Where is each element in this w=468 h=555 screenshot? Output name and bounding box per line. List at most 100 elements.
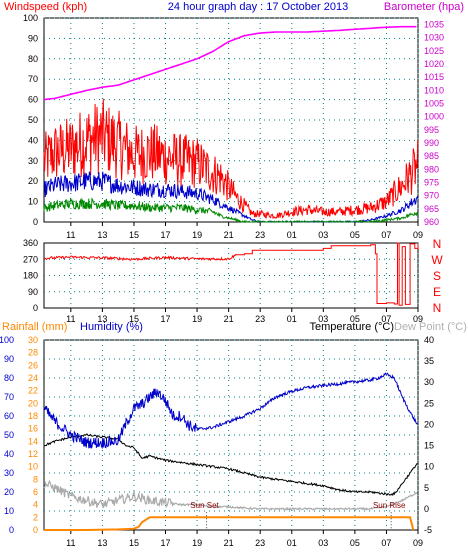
compass-label: E bbox=[433, 285, 441, 299]
wind-axis-tick-label: 10 bbox=[28, 197, 38, 207]
wind-axis-tick-label: 70 bbox=[28, 74, 38, 84]
x-tick-label: 21 bbox=[224, 314, 234, 324]
wind-axis-tick-label: 20 bbox=[28, 176, 38, 186]
x-tick-label: 07 bbox=[381, 230, 391, 240]
wind-axis-tick-label: 0 bbox=[33, 217, 38, 227]
x-tick-label: 11 bbox=[66, 314, 75, 324]
humidity-axis-tick-label: 90 bbox=[4, 354, 14, 364]
rainfall-axis-tick-label: 12 bbox=[28, 449, 38, 459]
compass-label: N bbox=[433, 301, 442, 315]
x-tick-label: 09 bbox=[413, 538, 423, 548]
wind-axis-tick-label: 80 bbox=[28, 54, 38, 64]
x-tick-label: 09 bbox=[413, 314, 423, 324]
temperature-axis-tick-label: 5 bbox=[424, 483, 429, 493]
baro-axis-tick-label: 1030 bbox=[424, 33, 444, 43]
x-tick-label: 01 bbox=[287, 230, 297, 240]
x-tick-label: 19 bbox=[192, 538, 202, 548]
temperature-axis-tick-label: 20 bbox=[424, 419, 434, 429]
x-tick-label: 09 bbox=[413, 230, 423, 240]
rainfall-axis-tick-label: 24 bbox=[28, 373, 38, 383]
x-tick-label: 23 bbox=[255, 314, 265, 324]
rainfall-axis-tick-label: 8 bbox=[33, 474, 38, 484]
rainfall-axis-tick-label: 22 bbox=[28, 386, 38, 396]
x-tick-label: 05 bbox=[350, 314, 360, 324]
rainfall-axis-tick-label: 20 bbox=[28, 398, 38, 408]
x-tick-label: 15 bbox=[129, 230, 139, 240]
x-tick-label: 03 bbox=[318, 314, 328, 324]
x-tick-label: 17 bbox=[161, 538, 171, 548]
rainfall-axis-tick-label: 28 bbox=[28, 348, 38, 358]
humidity-axis-tick-label: 100 bbox=[0, 335, 14, 345]
humidity-axis-tick-label: 50 bbox=[4, 430, 14, 440]
wind-axis-tick-label: 90 bbox=[28, 33, 38, 43]
wind-axis-title: Windspeed (kph) bbox=[4, 1, 87, 13]
baro-axis-tick-label: 975 bbox=[424, 178, 439, 188]
humidity-axis-tick-label: 10 bbox=[4, 506, 14, 516]
x-tick-label: 07 bbox=[381, 538, 391, 548]
x-tick-label: 15 bbox=[129, 314, 139, 324]
baro-axis-tick-label: 1015 bbox=[424, 72, 444, 82]
x-tick-label: 21 bbox=[224, 230, 234, 240]
baro-axis-tick-label: 1000 bbox=[424, 112, 444, 122]
direction-axis-tick-label: 360 bbox=[23, 238, 38, 248]
rainfall-axis-tick-label: 16 bbox=[28, 424, 38, 434]
compass-label: N bbox=[433, 237, 442, 251]
x-tick-label: 11 bbox=[66, 230, 75, 240]
temperature-axis-tick-label: 15 bbox=[424, 441, 434, 451]
baro-axis-tick-label: 1020 bbox=[424, 59, 444, 69]
barometer-line bbox=[43, 25, 417, 101]
x-tick-label: 03 bbox=[318, 538, 328, 548]
rainfall-axis-tick-label: 2 bbox=[33, 512, 38, 522]
compass-label: S bbox=[433, 269, 441, 283]
humidity-line bbox=[43, 372, 418, 450]
direction-axis-tick-label: 0 bbox=[33, 303, 38, 313]
rainfall-axis-tick-label: 30 bbox=[28, 335, 38, 345]
sunrise-label: Sun Rise bbox=[373, 501, 406, 510]
rainfall-axis-tick-label: 0 bbox=[33, 525, 38, 535]
baro-axis-tick-label: 965 bbox=[424, 204, 439, 214]
baro-axis-tick-label: 970 bbox=[424, 191, 439, 201]
temperature-line bbox=[43, 433, 418, 497]
x-tick-label: 05 bbox=[350, 230, 360, 240]
temperature-axis-tick-label: 0 bbox=[424, 504, 429, 514]
temperature-axis-tick-label: 40 bbox=[424, 335, 434, 345]
baro-axis-tick-label: 1005 bbox=[424, 99, 444, 109]
humidity-axis-tick-label: 80 bbox=[4, 373, 14, 383]
temperature-axis-title: Temperature (°C) bbox=[310, 321, 394, 333]
x-tick-label: 05 bbox=[350, 538, 360, 548]
baro-axis-tick-label: 960 bbox=[424, 217, 439, 227]
rainfall-line bbox=[44, 516, 415, 531]
humidity-axis-tick-label: 0 bbox=[9, 525, 14, 535]
wind-gust-line bbox=[43, 98, 419, 220]
rainfall-axis-title: Rainfall (mm) bbox=[2, 321, 67, 333]
wind-axis-tick-label: 40 bbox=[28, 135, 38, 145]
rainfall-axis-tick-label: 4 bbox=[33, 500, 38, 510]
baro-axis-tick-label: 1025 bbox=[424, 46, 444, 56]
direction-axis-tick-label: 180 bbox=[23, 271, 38, 281]
humidity-axis-tick-label: 20 bbox=[4, 487, 14, 497]
x-tick-label: 13 bbox=[97, 538, 107, 548]
x-tick-label: 11 bbox=[66, 538, 75, 548]
humidity-axis-tick-label: 30 bbox=[4, 468, 14, 478]
direction-axis-tick-label: 270 bbox=[23, 254, 38, 264]
temperature-axis-tick-label: 10 bbox=[424, 462, 434, 472]
x-tick-label: 19 bbox=[192, 314, 202, 324]
direction-axis-tick-label: 90 bbox=[28, 287, 38, 297]
x-tick-label: 13 bbox=[97, 230, 107, 240]
sunset-label: Sun Set bbox=[190, 501, 219, 510]
rainfall-axis-tick-label: 14 bbox=[28, 436, 38, 446]
x-tick-label: 15 bbox=[129, 538, 139, 548]
humidity-axis-tick-label: 70 bbox=[4, 392, 14, 402]
baro-axis-title: Barometer (hpa) bbox=[384, 1, 464, 13]
x-tick-label: 01 bbox=[287, 314, 297, 324]
wind-axis-tick-label: 50 bbox=[28, 115, 38, 125]
wind-axis-tick-label: 60 bbox=[28, 95, 38, 105]
wind-low-line bbox=[43, 197, 419, 224]
x-tick-label: 13 bbox=[97, 314, 107, 324]
humidity-axis-title: Humidity (%) bbox=[80, 321, 143, 333]
temperature-axis-tick-label: 35 bbox=[424, 356, 434, 366]
x-tick-label: 21 bbox=[224, 538, 234, 548]
wind-axis-tick-label: 100 bbox=[23, 13, 38, 23]
x-tick-label: 17 bbox=[161, 230, 171, 240]
temperature-axis-tick-label: 30 bbox=[424, 377, 434, 387]
